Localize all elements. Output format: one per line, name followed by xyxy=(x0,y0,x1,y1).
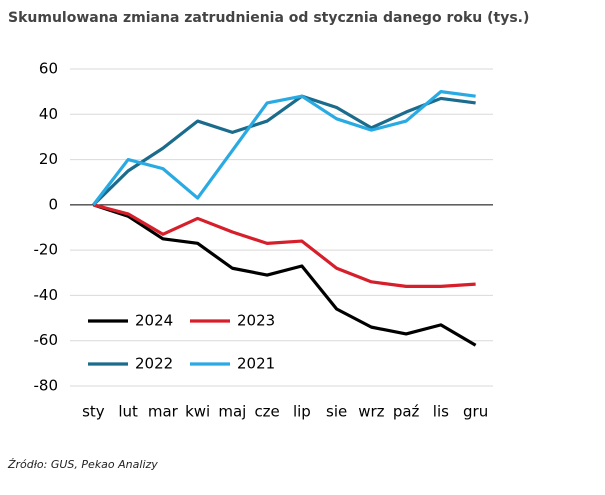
x-tick-label: sie xyxy=(326,403,347,421)
x-tick-label: paź xyxy=(393,403,420,421)
y-tick-label: 60 xyxy=(39,60,58,78)
legend-label: 2023 xyxy=(237,312,275,330)
legend-label: 2022 xyxy=(135,355,173,373)
x-tick-label: sty xyxy=(82,403,105,421)
legend-label: 2021 xyxy=(237,355,275,373)
y-tick-label: -20 xyxy=(34,241,59,259)
y-tick-label: 0 xyxy=(48,195,58,213)
line-series xyxy=(92,203,477,347)
x-tick-label: lis xyxy=(433,403,449,421)
x-tick-label: mar xyxy=(148,403,179,421)
y-tick-label: -80 xyxy=(34,377,59,395)
legend-label: 2024 xyxy=(135,312,173,330)
y-tick-label: 20 xyxy=(39,150,58,168)
line-series xyxy=(92,203,476,288)
x-tick-label: kwi xyxy=(185,403,210,421)
y-tick-label: -60 xyxy=(34,331,59,349)
x-tick-label: maj xyxy=(218,403,246,421)
chart-title: Skumulowana zmiana zatrudnienia od stycz… xyxy=(8,10,529,26)
x-tick-label: lip xyxy=(293,403,311,421)
line-series xyxy=(92,94,476,207)
x-tick-label: lut xyxy=(118,403,138,421)
x-tick-label: cze xyxy=(254,403,279,421)
y-tick-label: -40 xyxy=(34,286,59,304)
line-series xyxy=(92,90,476,206)
source-note: Źródło: GUS, Pekao Analizy xyxy=(7,458,158,471)
x-tick-label: wrz xyxy=(358,403,384,421)
x-tick-label: gru xyxy=(463,403,488,421)
y-tick-label: 40 xyxy=(39,105,58,123)
